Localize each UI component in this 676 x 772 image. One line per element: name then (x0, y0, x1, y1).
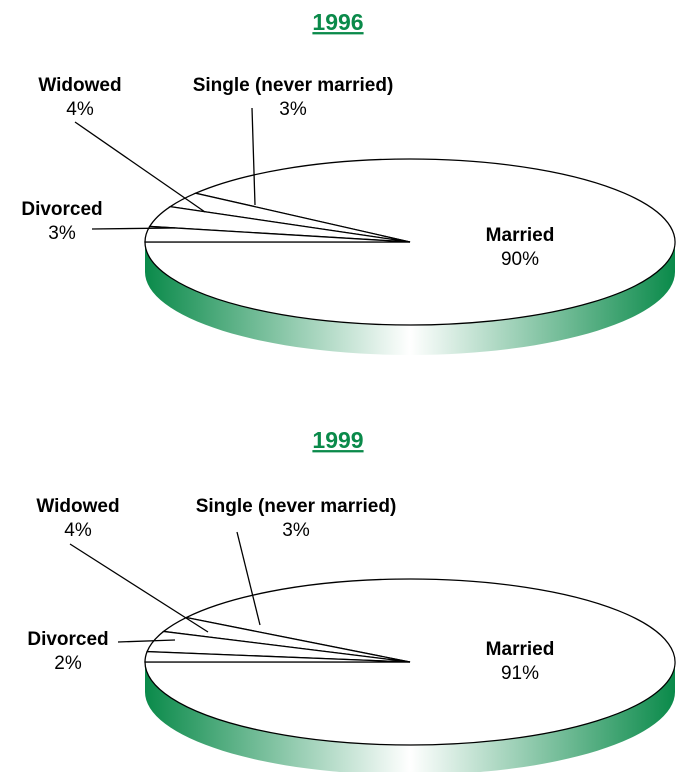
slice-label: Widowed (36, 496, 119, 517)
slice-label: Divorced (21, 199, 102, 220)
leader-line (69, 543, 209, 633)
leader-line (91, 227, 176, 230)
leader-line (74, 121, 206, 213)
slice-label: Married (486, 225, 555, 246)
leader-line (251, 107, 256, 206)
slice-value-label: 3% (279, 99, 307, 120)
slice-value-label: 2% (54, 653, 82, 674)
pie-side (145, 662, 675, 772)
slice-label: Single (never married) (193, 75, 394, 96)
chart-title: 1999 (312, 427, 363, 453)
slice-label: Married (486, 639, 555, 660)
slice-value-label: 3% (282, 520, 310, 541)
leader-line (236, 531, 261, 626)
pie-slice (144, 650, 411, 663)
pie-slice (144, 225, 411, 243)
slice-value-label: 4% (66, 99, 94, 120)
slice-value-label: 3% (48, 223, 76, 244)
pie-side (145, 242, 675, 355)
slice-value-label: 91% (501, 663, 539, 684)
slice-label: Divorced (27, 629, 108, 650)
slice-value-label: 4% (64, 520, 92, 541)
leader-line (117, 639, 176, 643)
slice-label: Single (never married) (196, 496, 397, 517)
slice-label: Widowed (38, 75, 121, 96)
chart-title: 1996 (312, 9, 363, 35)
slice-value-label: 90% (501, 249, 539, 270)
